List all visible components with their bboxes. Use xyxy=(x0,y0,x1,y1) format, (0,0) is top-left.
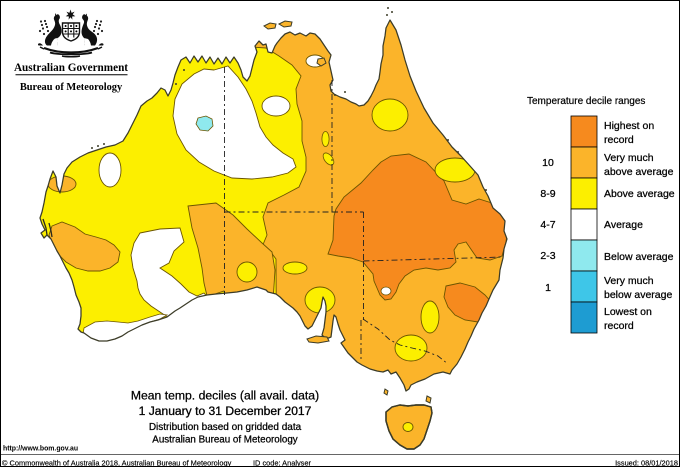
svg-text:Australian Government: Australian Government xyxy=(14,62,128,74)
svg-text:1 January to 31 December 2017: 1 January to 31 December 2017 xyxy=(139,404,312,418)
svg-text:Australian Bureau of Meteorolo: Australian Bureau of Meteorology xyxy=(152,435,298,446)
svg-text:Very much: Very much xyxy=(604,152,654,164)
svg-text:2-3: 2-3 xyxy=(540,250,555,262)
svg-text:http://www.bom.gov.au: http://www.bom.gov.au xyxy=(3,445,78,452)
svg-text:8-9: 8-9 xyxy=(540,188,555,200)
svg-text:1: 1 xyxy=(545,282,551,294)
svg-text:Mean temp. deciles (all avail.: Mean temp. deciles (all avail. data) xyxy=(131,389,319,403)
svg-text:Issued: 08/01/2018: Issued: 08/01/2018 xyxy=(615,458,678,466)
svg-text:Lowest on: Lowest on xyxy=(604,306,652,318)
svg-text:ID code: Analyser: ID code: Analyser xyxy=(253,458,311,466)
svg-text:10: 10 xyxy=(542,157,554,169)
svg-text:Distribution based on gridded: Distribution based on gridded data xyxy=(149,422,302,433)
svg-text:4-7: 4-7 xyxy=(540,219,555,231)
svg-text:above average: above average xyxy=(604,166,674,178)
svg-text:Highest on: Highest on xyxy=(604,120,654,132)
svg-text:Below average: Below average xyxy=(604,251,674,263)
svg-text:© Commonwealth of Australia 20: © Commonwealth of Australia 2018, Austra… xyxy=(2,458,232,466)
svg-text:Temperature decile ranges: Temperature decile ranges xyxy=(527,96,645,107)
svg-text:Very much: Very much xyxy=(604,275,654,287)
svg-text:below average: below average xyxy=(604,289,672,301)
svg-text:Above average: Above average xyxy=(604,188,675,200)
svg-text:Bureau of Meteorology: Bureau of Meteorology xyxy=(20,82,123,93)
svg-text:record: record xyxy=(604,134,634,146)
svg-text:Average: Average xyxy=(604,219,643,231)
svg-text:record: record xyxy=(604,320,634,332)
